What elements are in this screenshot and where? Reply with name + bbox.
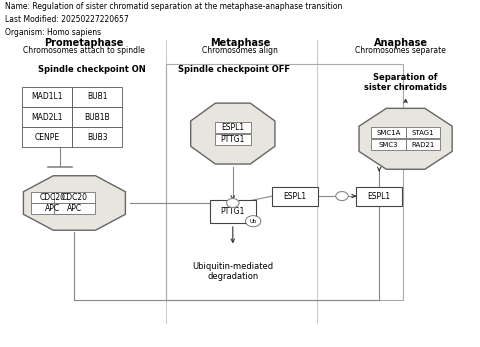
Text: MAD2L1: MAD2L1 [31, 113, 62, 121]
FancyBboxPatch shape [406, 139, 440, 151]
Text: ESPL1: ESPL1 [368, 192, 391, 201]
Text: Last Modified: 20250227220657: Last Modified: 20250227220657 [5, 15, 129, 24]
Text: MAD1L1: MAD1L1 [31, 92, 62, 101]
FancyBboxPatch shape [72, 87, 122, 107]
Text: Name: Regulation of sister chromatid separation at the metaphase-anaphase transi: Name: Regulation of sister chromatid sep… [5, 2, 342, 11]
Text: ESPL1: ESPL1 [221, 123, 244, 132]
Text: Chromosomes attach to spindle: Chromosomes attach to spindle [23, 46, 145, 55]
FancyBboxPatch shape [22, 87, 72, 107]
FancyBboxPatch shape [31, 203, 74, 214]
FancyBboxPatch shape [272, 187, 318, 205]
Text: Anaphase: Anaphase [374, 39, 428, 48]
Text: Chromosomes separate: Chromosomes separate [355, 46, 446, 55]
Text: CDC20: CDC20 [61, 193, 87, 202]
Polygon shape [359, 108, 452, 169]
Text: CDC20: CDC20 [40, 193, 66, 202]
Circle shape [336, 192, 348, 201]
FancyBboxPatch shape [356, 187, 402, 205]
Text: Spindle checkpoint ON: Spindle checkpoint ON [38, 65, 146, 74]
Circle shape [245, 215, 261, 227]
FancyBboxPatch shape [215, 134, 251, 145]
FancyBboxPatch shape [22, 127, 72, 147]
Text: Metaphase: Metaphase [210, 39, 270, 48]
Text: RAD21: RAD21 [411, 142, 434, 148]
Text: Chromosomes align: Chromosomes align [202, 46, 278, 55]
Polygon shape [24, 176, 125, 230]
FancyBboxPatch shape [31, 192, 74, 203]
Circle shape [227, 198, 239, 208]
Text: PTTG1: PTTG1 [221, 135, 245, 144]
Text: Prometaphase: Prometaphase [44, 39, 124, 48]
FancyBboxPatch shape [72, 127, 122, 147]
FancyBboxPatch shape [371, 127, 406, 138]
Text: APC: APC [67, 204, 82, 213]
Text: CENPE: CENPE [34, 133, 60, 142]
Text: Separation of
sister chromatids: Separation of sister chromatids [364, 73, 447, 92]
Text: Ubiquitin-mediated
degradation: Ubiquitin-mediated degradation [192, 262, 274, 281]
Text: SMC1A: SMC1A [376, 130, 400, 136]
Text: PTTG1: PTTG1 [221, 207, 245, 216]
Text: BUB3: BUB3 [87, 133, 108, 142]
FancyBboxPatch shape [72, 107, 122, 127]
Text: APC: APC [45, 204, 60, 213]
FancyBboxPatch shape [54, 203, 95, 214]
FancyBboxPatch shape [371, 139, 406, 151]
Text: Organism: Homo sapiens: Organism: Homo sapiens [5, 28, 101, 37]
Text: Ub: Ub [250, 219, 257, 224]
Text: BUB1: BUB1 [87, 92, 108, 101]
Polygon shape [191, 103, 275, 164]
Text: BUB1B: BUB1B [84, 113, 110, 121]
Text: Spindle checkpoint OFF: Spindle checkpoint OFF [178, 65, 289, 74]
Text: ESPL1: ESPL1 [284, 192, 307, 201]
FancyBboxPatch shape [54, 192, 95, 203]
FancyBboxPatch shape [215, 122, 251, 133]
FancyBboxPatch shape [210, 200, 255, 223]
Text: SMC3: SMC3 [379, 142, 398, 148]
FancyBboxPatch shape [406, 127, 440, 138]
Text: STAG1: STAG1 [411, 130, 434, 136]
FancyBboxPatch shape [22, 107, 72, 127]
